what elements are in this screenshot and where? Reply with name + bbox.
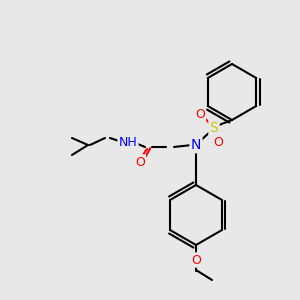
Text: O: O [195, 109, 205, 122]
Text: S: S [210, 121, 218, 135]
Text: N: N [191, 138, 201, 152]
Text: O: O [213, 136, 223, 148]
Text: O: O [191, 254, 201, 266]
Text: NH: NH [118, 136, 137, 148]
Text: O: O [135, 155, 145, 169]
